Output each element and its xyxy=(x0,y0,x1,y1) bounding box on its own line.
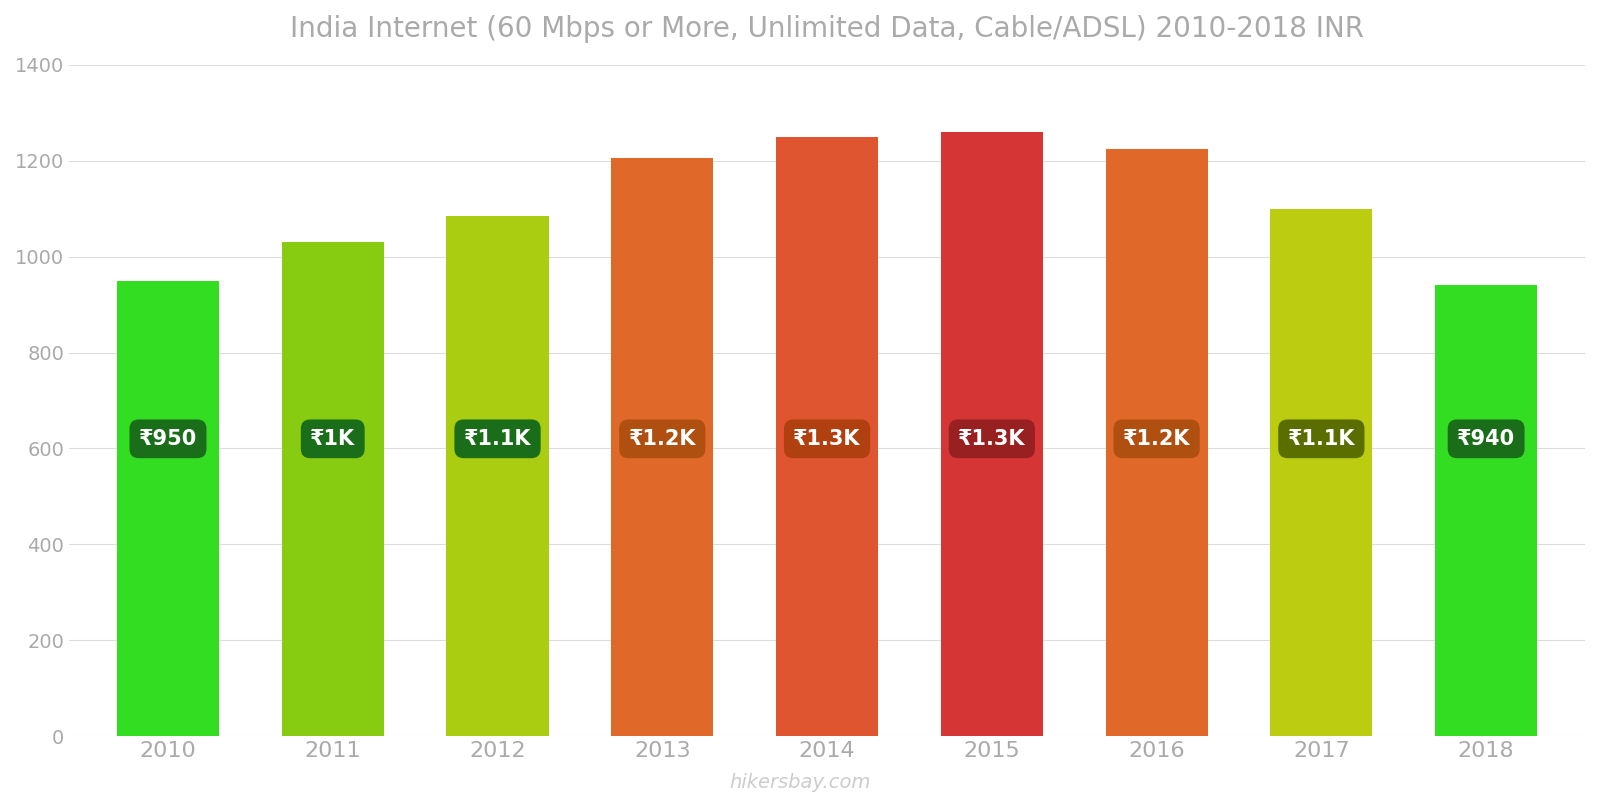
Text: hikersbay.com: hikersbay.com xyxy=(730,773,870,792)
Bar xyxy=(117,281,219,736)
Bar xyxy=(611,158,714,736)
Text: ₹1.2K: ₹1.2K xyxy=(1123,429,1190,449)
Bar xyxy=(282,242,384,736)
Bar xyxy=(1270,209,1373,736)
Bar xyxy=(776,137,878,736)
Text: ₹1.3K: ₹1.3K xyxy=(794,429,861,449)
Title: India Internet (60 Mbps or More, Unlimited Data, Cable/ADSL) 2010-2018 INR: India Internet (60 Mbps or More, Unlimit… xyxy=(290,15,1365,43)
Bar xyxy=(941,132,1043,736)
Text: ₹1.1K: ₹1.1K xyxy=(1288,429,1355,449)
Bar xyxy=(1435,286,1538,736)
Text: ₹1.3K: ₹1.3K xyxy=(958,429,1026,449)
Text: ₹1.1K: ₹1.1K xyxy=(464,429,531,449)
Text: ₹940: ₹940 xyxy=(1458,429,1515,449)
Text: ₹1.2K: ₹1.2K xyxy=(629,429,696,449)
Bar xyxy=(1106,149,1208,736)
Text: ₹950: ₹950 xyxy=(139,429,197,449)
Bar xyxy=(446,216,549,736)
Text: ₹1K: ₹1K xyxy=(310,429,355,449)
